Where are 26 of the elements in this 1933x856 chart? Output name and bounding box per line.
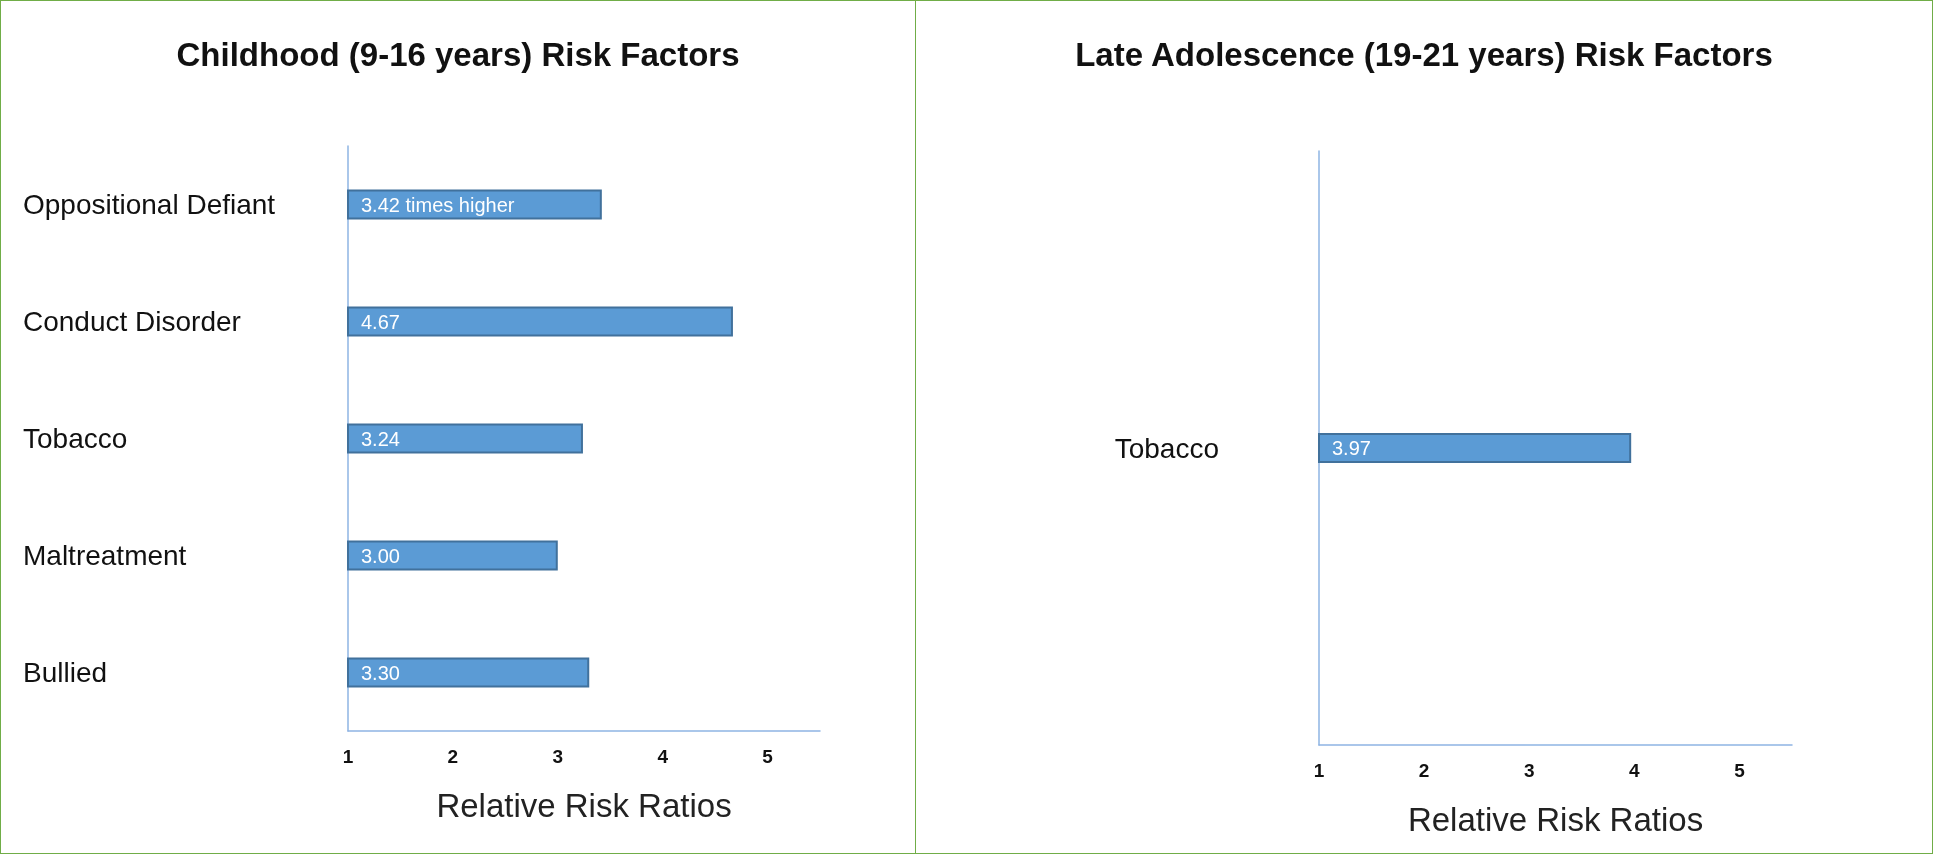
x-tick-label: 2 <box>1418 760 1430 781</box>
data-label: 3.42 times higher <box>361 193 515 216</box>
x-tick-label: 5 <box>1734 760 1746 781</box>
data-label: 3.00 <box>361 544 400 567</box>
x-tick-label: 4 <box>657 746 669 767</box>
x-tick-label: 1 <box>1313 760 1325 781</box>
data-label: 3.24 <box>361 427 400 450</box>
data-label: 4.67 <box>361 310 400 333</box>
y-tick-label: Conduct Disorder <box>23 306 241 337</box>
x-axis-title: Relative Risk Ratios <box>1407 801 1704 838</box>
data-label: 3.30 <box>361 661 400 684</box>
chart-title: Childhood (9-16 years) Risk Factors <box>176 36 740 73</box>
x-tick-label: 1 <box>342 746 354 767</box>
x-tick-label: 4 <box>1629 760 1641 781</box>
y-tick-label: Tobacco <box>1114 432 1219 464</box>
x-tick-label: 3 <box>552 746 564 767</box>
data-label: 3.97 <box>1332 437 1371 459</box>
x-tick-label: 3 <box>1523 760 1535 781</box>
y-tick-label: Maltreatment <box>23 540 187 571</box>
y-tick-label: Tobacco <box>23 423 128 454</box>
chart-title: Late Adolescence (19-21 years) Risk Factors <box>1075 36 1773 73</box>
y-tick-label: Oppositional Defiant <box>23 189 276 220</box>
x-axis-title: Relative Risk Ratios <box>436 787 732 824</box>
y-tick-label: Bullied <box>23 657 108 688</box>
x-tick-label: 2 <box>447 746 459 767</box>
x-tick-label: 5 <box>762 746 774 767</box>
